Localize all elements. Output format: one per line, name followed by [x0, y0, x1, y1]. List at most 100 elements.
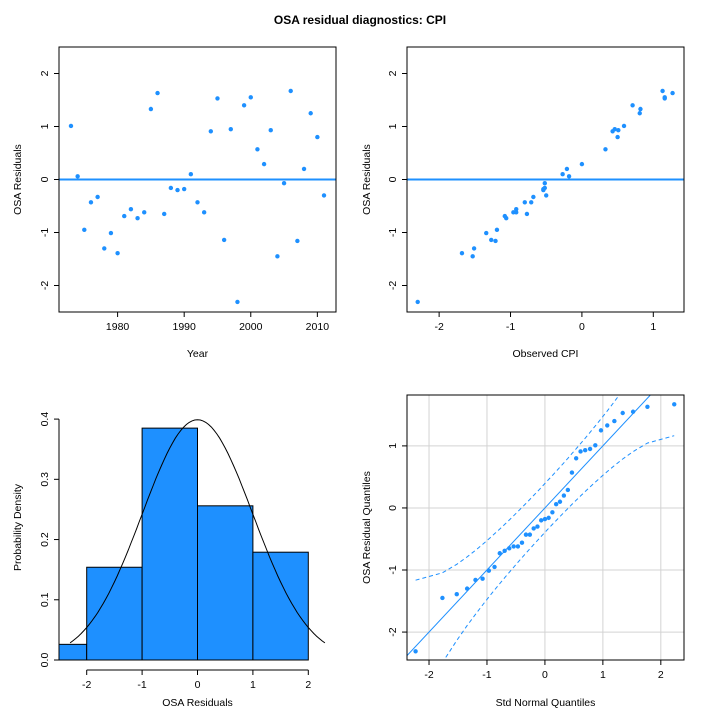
- data-point: [519, 540, 525, 545]
- data-point: [565, 487, 571, 493]
- data-point: [493, 238, 498, 244]
- x-tick-label: 1990: [173, 321, 197, 333]
- data-point: [215, 96, 220, 101]
- histogram-bar: [252, 551, 309, 661]
- data-point: [108, 230, 114, 236]
- data-point: [523, 532, 529, 537]
- data-point: [486, 568, 492, 573]
- y-tick-label: 0.4: [39, 412, 51, 427]
- data-point: [504, 215, 509, 221]
- data-point: [538, 518, 544, 523]
- y-axis-label: OSA Residuals: [361, 144, 373, 215]
- data-point: [564, 166, 570, 172]
- data-point: [148, 106, 154, 112]
- data-point: [102, 246, 107, 251]
- data-point: [514, 210, 519, 215]
- figure-title: OSA residual diagnostics: CPI: [274, 13, 446, 27]
- data-point: [524, 211, 530, 217]
- y-tick-label: -1: [39, 228, 51, 237]
- data-point: [542, 181, 547, 186]
- data-point: [454, 592, 459, 597]
- data-point: [645, 404, 650, 409]
- data-point: [541, 186, 546, 192]
- x-tick-label: 1980: [106, 321, 130, 333]
- x-axis-label: Year: [187, 348, 209, 360]
- data-point: [484, 230, 489, 236]
- y-tick-label: 0: [387, 176, 399, 182]
- data-point: [75, 174, 80, 179]
- y-tick-label: -1: [387, 565, 399, 574]
- data-point: [88, 200, 94, 205]
- lower-confidence-band: [443, 435, 675, 660]
- x-axis-label: Std Normal Quantiles: [496, 697, 596, 709]
- data-point: [221, 237, 227, 243]
- data-point: [68, 123, 74, 129]
- plot-frame: [406, 394, 685, 661]
- data-point: [208, 129, 214, 134]
- x-tick-label: 2: [658, 669, 664, 681]
- data-point: [670, 90, 675, 96]
- x-tick-label: -1: [137, 679, 146, 691]
- data-point: [440, 595, 445, 601]
- data-point: [473, 577, 478, 583]
- data-point: [261, 161, 267, 167]
- data-point: [573, 456, 579, 461]
- data-point: [195, 200, 200, 205]
- x-axis-label: Observed CPI: [513, 348, 579, 360]
- data-point: [181, 186, 187, 192]
- y-axis-label: OSA Residual Quantiles: [361, 471, 373, 584]
- data-point: [630, 409, 636, 414]
- data-point: [527, 532, 533, 537]
- data-point: [637, 111, 642, 116]
- y-tick-label: 1: [387, 443, 399, 449]
- data-point: [553, 502, 559, 507]
- data-point: [616, 128, 621, 133]
- data-point: [514, 206, 519, 212]
- x-tick-label: 0: [542, 669, 548, 681]
- data-point: [480, 576, 485, 581]
- y-tick-label: 0: [39, 176, 51, 182]
- data-point: [459, 250, 465, 256]
- data-point: [492, 564, 497, 570]
- data-point: [662, 96, 667, 101]
- x-tick-label: 2000: [239, 321, 263, 333]
- data-point: [155, 90, 160, 96]
- data-point: [502, 548, 507, 553]
- x-tick-label: 1: [650, 321, 656, 333]
- data-point: [605, 423, 610, 428]
- data-point: [188, 172, 194, 177]
- y-tick-label: 0.2: [39, 532, 51, 547]
- data-point: [522, 200, 527, 205]
- y-tick-label: 0.1: [39, 592, 51, 607]
- data-point: [321, 193, 327, 198]
- data-point: [494, 227, 500, 233]
- data-point: [248, 95, 253, 100]
- panel-1: 1980 1990 2000 2010 -2 -1 0 1 2 Year OSA Residuals: [12, 46, 337, 360]
- data-point: [672, 402, 677, 407]
- data-point: [507, 546, 512, 551]
- data-point: [175, 187, 180, 193]
- x-tick-label: 0: [195, 679, 201, 691]
- data-point: [268, 128, 273, 133]
- qq-reference-line: [407, 395, 652, 657]
- data-point: [201, 210, 207, 215]
- y-tick-label: 1: [387, 123, 399, 129]
- histogram-bar: [197, 505, 254, 661]
- data-point: [128, 206, 134, 212]
- data-point: [660, 88, 665, 94]
- data-point: [620, 410, 625, 416]
- data-point: [557, 499, 563, 504]
- data-point: [497, 551, 502, 556]
- y-tick-label: -2: [387, 627, 399, 636]
- data-point: [122, 213, 127, 219]
- data-point: [464, 586, 470, 591]
- data-point: [255, 147, 260, 152]
- x-tick-label: -2: [82, 679, 91, 691]
- x-tick-label: -2: [434, 321, 443, 333]
- data-point: [621, 123, 627, 129]
- x-tick-label: -1: [482, 669, 491, 681]
- data-point: [142, 210, 147, 215]
- data-point: [135, 215, 140, 221]
- data-point: [308, 111, 313, 116]
